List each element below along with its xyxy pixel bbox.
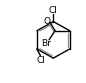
Text: O: O xyxy=(44,17,51,26)
Text: Cl: Cl xyxy=(37,56,46,65)
Text: Br: Br xyxy=(41,40,51,48)
Text: Cl: Cl xyxy=(48,6,57,15)
